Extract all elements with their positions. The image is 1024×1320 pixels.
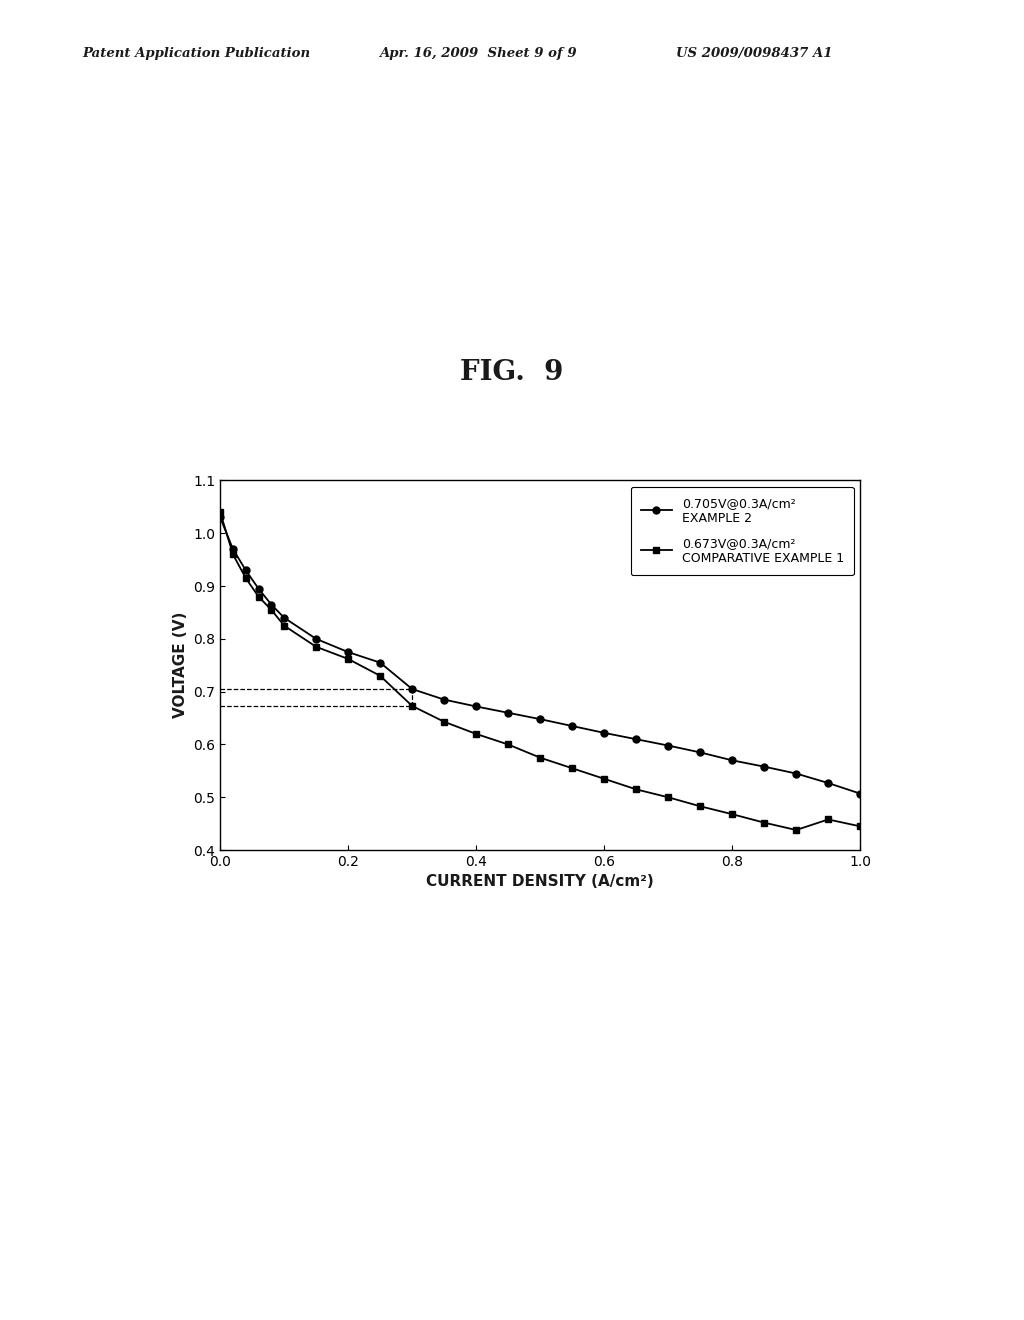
Text: US 2009/0098437 A1: US 2009/0098437 A1 bbox=[676, 46, 833, 59]
Text: Apr. 16, 2009  Sheet 9 of 9: Apr. 16, 2009 Sheet 9 of 9 bbox=[379, 46, 577, 59]
Y-axis label: VOLTAGE (V): VOLTAGE (V) bbox=[173, 612, 187, 718]
Legend: 0.705V@0.3A/cm²
EXAMPLE 2, 0.673V@0.3A/cm²
COMPARATIVE EXAMPLE 1: 0.705V@0.3A/cm² EXAMPLE 2, 0.673V@0.3A/c… bbox=[631, 487, 854, 576]
X-axis label: CURRENT DENSITY (A/cm²): CURRENT DENSITY (A/cm²) bbox=[426, 874, 654, 890]
Text: FIG.  9: FIG. 9 bbox=[461, 359, 563, 387]
Text: Patent Application Publication: Patent Application Publication bbox=[82, 46, 310, 59]
